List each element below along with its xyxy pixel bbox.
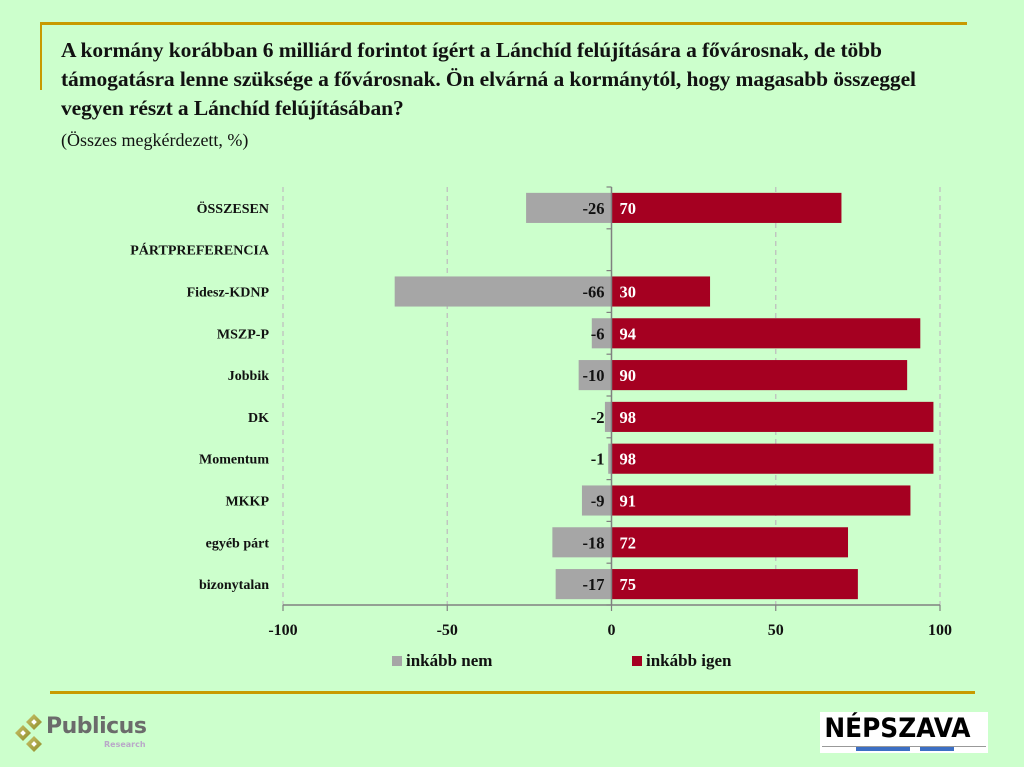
data-label-inkabb-nem: -2 — [591, 408, 605, 427]
bar-inkabb-nem — [578, 360, 612, 391]
data-label-inkabb-igen: 94 — [620, 324, 637, 343]
top-rule — [40, 22, 967, 25]
bar-inkabb-igen — [611, 276, 711, 307]
legend-swatch-yes — [632, 656, 642, 666]
axes — [282, 186, 941, 611]
bar-inkabb-nem — [552, 527, 612, 558]
bar-inkabb-igen — [611, 527, 849, 558]
bar-inkabb-igen — [611, 401, 934, 432]
legend-item-no: inkább nem — [392, 651, 492, 671]
category-label: egyéb párt — [206, 536, 270, 551]
data-label-inkabb-igen: 98 — [620, 408, 637, 427]
bar-inkabb-igen — [611, 569, 858, 600]
x-tick-label: 100 — [928, 622, 952, 639]
bar-inkabb-igen — [611, 192, 842, 223]
chart-title: A kormány korábban 6 milliárd forintot í… — [61, 38, 916, 120]
data-label-inkabb-igen: 91 — [620, 492, 637, 511]
category-label: Jobbik — [228, 369, 269, 384]
x-tick-label: -100 — [268, 622, 297, 639]
data-label-inkabb-nem: -6 — [591, 324, 605, 343]
data-label-inkabb-igen: 75 — [620, 575, 637, 594]
data-label-inkabb-nem: -66 — [583, 283, 605, 302]
publicus-wordmark: Publicus — [46, 714, 147, 739]
category-label: bizonytalan — [199, 578, 269, 593]
category-label: Fidesz-KDNP — [187, 286, 270, 301]
data-label-inkabb-nem: -26 — [583, 199, 605, 218]
bottom-rule — [50, 691, 975, 694]
category-label: MSZP-P — [217, 327, 270, 342]
bar-inkabb-nem — [394, 276, 612, 307]
data-label-inkabb-igen: 70 — [620, 199, 637, 218]
data-label-inkabb-igen: 30 — [620, 283, 637, 302]
bar-inkabb-igen — [611, 360, 908, 391]
bar-inkabb-igen — [611, 443, 934, 474]
bar-inkabb-igen — [611, 318, 921, 349]
bar-inkabb-nem — [526, 192, 612, 223]
legend-label-no: inkább nem — [406, 651, 493, 670]
data-label-inkabb-igen: 72 — [620, 533, 637, 552]
bar-inkabb-nem — [608, 443, 612, 474]
data-label-inkabb-igen: 98 — [620, 450, 637, 469]
grid-lines — [282, 187, 941, 605]
nepszava-wordmark: NÉPSZAVA — [824, 713, 971, 744]
data-label-inkabb-nem: -18 — [583, 533, 605, 552]
legend-swatch-no — [392, 656, 402, 666]
category-label: ÖSSZESEN — [197, 200, 269, 217]
bar-inkabb-nem — [581, 485, 612, 516]
publicus-logo: Publicus Research — [14, 710, 154, 754]
category-label: PÁRTPREFERENCIA — [130, 242, 270, 259]
data-label-inkabb-igen: 90 — [620, 366, 637, 385]
x-tick-label: 0 — [608, 622, 616, 639]
nepszava-tagline-strip — [856, 747, 910, 751]
labels: ÖSSZESEN -26 70 PÁRTPREFERENCIA Fidesz-KDNP -… — [130, 199, 952, 639]
x-tick-label: 50 — [768, 622, 784, 639]
data-label-inkabb-nem: -10 — [583, 366, 605, 385]
nepszava-tagline-strip — [920, 747, 954, 751]
legend-label-yes: inkább igen — [646, 651, 732, 670]
bars — [394, 192, 934, 600]
data-label-inkabb-nem: -9 — [591, 492, 605, 511]
bar-inkabb-nem — [591, 318, 612, 349]
category-label: DK — [248, 411, 269, 426]
chart-subtitle: (Összes megkérdezett, %) — [61, 130, 249, 150]
legend-item-yes: inkább igen — [632, 651, 732, 671]
data-label-inkabb-nem: -1 — [591, 450, 605, 469]
bar-inkabb-igen — [611, 485, 911, 516]
bar-inkabb-nem — [555, 569, 612, 600]
bar-inkabb-nem — [604, 401, 612, 432]
left-rule — [40, 22, 42, 90]
category-label: MKKP — [225, 495, 269, 510]
nepszava-rule — [822, 746, 986, 747]
nepszava-logo: NÉPSZAVA — [820, 712, 988, 753]
publicus-diamonds-icon — [15, 714, 42, 752]
category-label: Momentum — [199, 453, 269, 468]
x-tick-label: -50 — [437, 622, 458, 639]
data-label-inkabb-nem: -17 — [583, 575, 605, 594]
publicus-subtitle: Research — [104, 740, 146, 749]
